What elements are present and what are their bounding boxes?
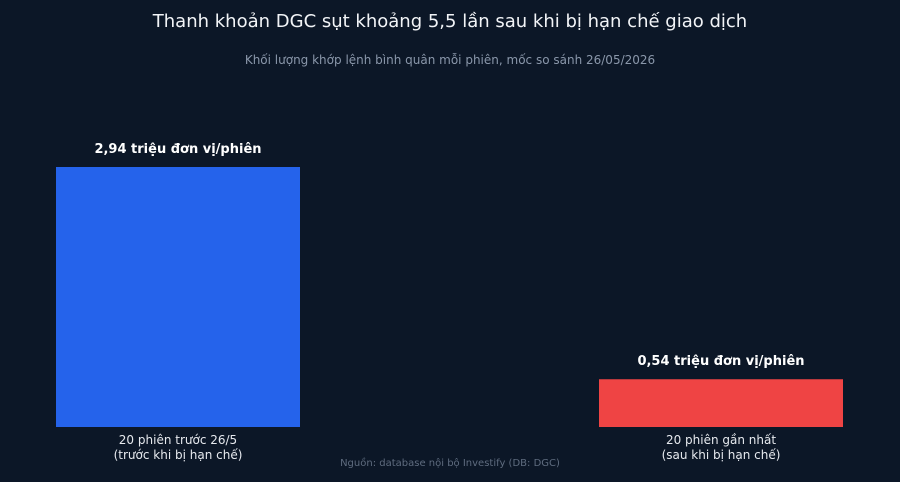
bar-2	[599, 379, 843, 427]
chart-subtitle: Khối lượng khớp lệnh bình quân mỗi phiên…	[244, 53, 656, 67]
bar-1	[56, 167, 300, 427]
category-label-2-line-1: 20 phiên gần nhất	[666, 433, 776, 447]
category-label-1-line-2: (trước khi bị hạn chế)	[114, 448, 243, 462]
category-label-1-line-1: 20 phiên trước 26/5	[119, 433, 237, 447]
data-label-1: 2,94 triệu đơn vị/phiên	[94, 142, 261, 157]
data-label-2: 0,54 triệu đơn vị/phiên	[637, 354, 804, 369]
category-label-2-line-2: (sau khi bị hạn chế)	[662, 448, 781, 462]
chart-title: Thanh khoản DGC sụt khoảng 5,5 lần sau k…	[152, 11, 748, 32]
source-note: Nguồn: database nội bộ Investify (DB: DG…	[340, 458, 560, 469]
